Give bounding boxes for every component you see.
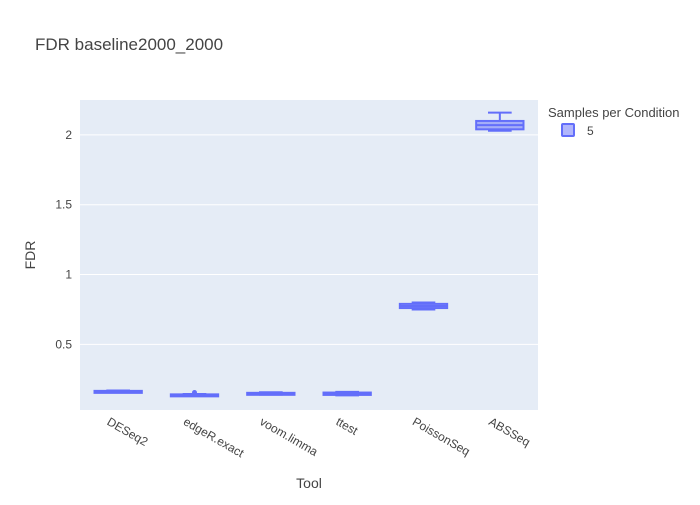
box-PoissonSeq[interactable] (398, 301, 449, 311)
plot-area (80, 100, 538, 410)
y-tick-labels: 0.5 1 1.5 2 (55, 128, 72, 351)
y-tick-label: 1.5 (55, 198, 72, 212)
legend-label: 5 (587, 124, 594, 138)
legend-swatch[interactable] (561, 123, 575, 137)
gridlines (80, 134, 538, 345)
box-voom.limma[interactable] (246, 391, 296, 396)
legend-item-5[interactable]: 5 (561, 123, 594, 138)
y-tick-label: 2 (65, 128, 72, 142)
y-tick-label: 1 (65, 268, 72, 282)
box-edgeR.exact[interactable] (169, 390, 220, 398)
x-axis-title: Tool (296, 475, 322, 491)
box-ABSSeq[interactable] (475, 111, 525, 132)
box-outlier-point (192, 390, 197, 396)
box-ttest[interactable] (322, 390, 372, 397)
legend[interactable]: Samples per Condition 5 (548, 105, 680, 138)
y-tick-label: 0.5 (55, 337, 72, 351)
y-axis-title: FDR (22, 241, 38, 270)
box-plots (93, 111, 525, 398)
box-DESeq2[interactable] (93, 389, 143, 394)
chart-title: FDR baseline2000_2000 (35, 35, 223, 54)
legend-title: Samples per Condition (548, 105, 680, 120)
